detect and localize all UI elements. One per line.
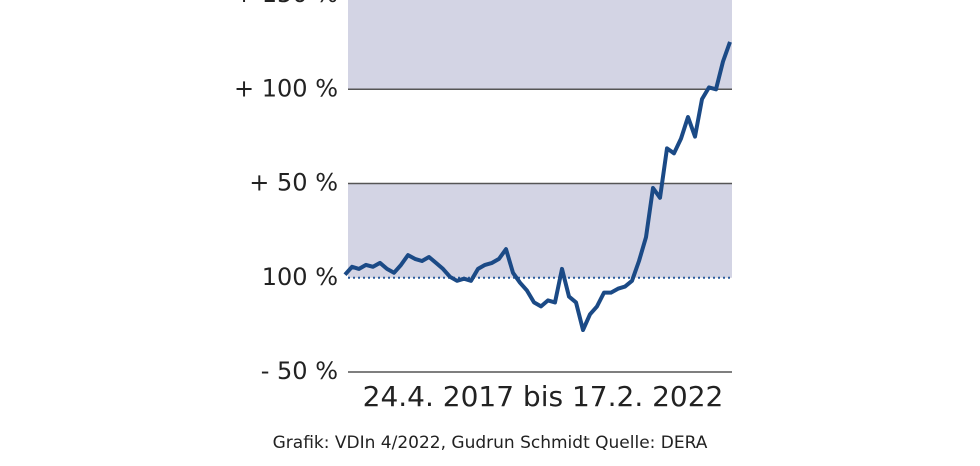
y-tick-label: 100 %	[262, 263, 338, 291]
line-series	[343, 41, 732, 332]
y-tick-label: + 50 %	[249, 169, 338, 197]
band	[348, 183, 732, 278]
y-tick-label: + 150 %	[234, 0, 338, 8]
y-tick-label: + 100 %	[234, 74, 338, 102]
x-range-label: 24.4. 2017 bis 17.2. 2022	[363, 380, 724, 413]
source-note: Grafik: VDIn 4/2022, Gudrun Schmidt Quel…	[273, 433, 708, 453]
y-tick-label: - 50 %	[261, 357, 338, 385]
band	[348, 0, 732, 90]
